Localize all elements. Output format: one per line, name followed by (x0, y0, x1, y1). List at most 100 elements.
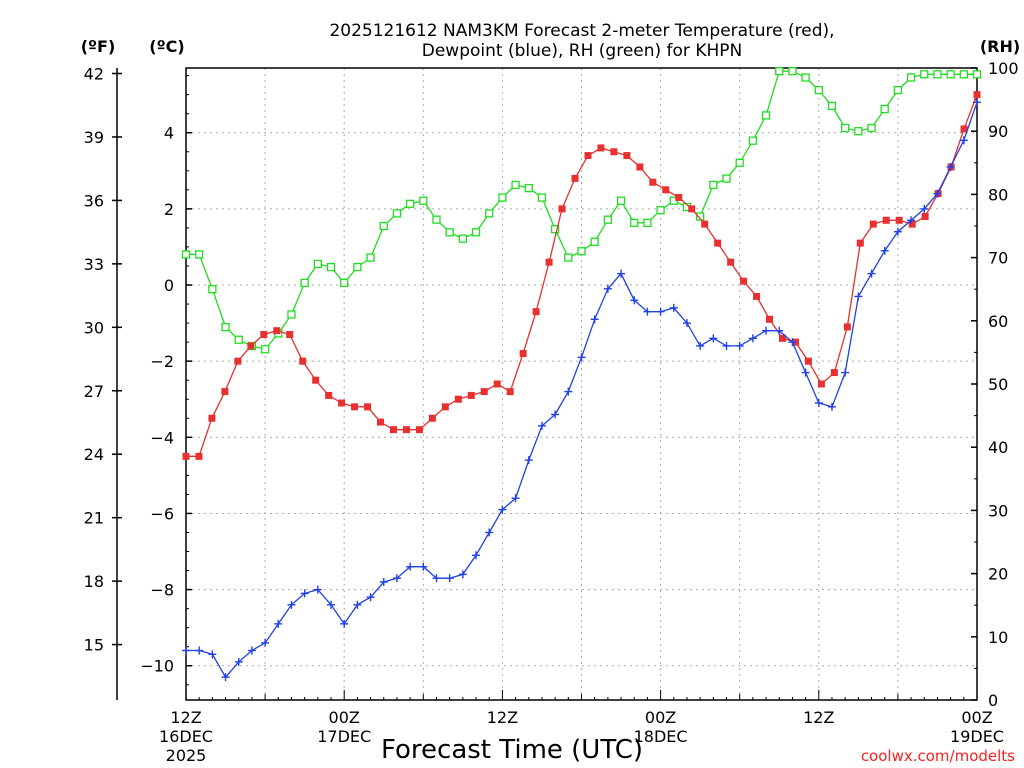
rh-point-48 (814, 85, 823, 95)
temp-point-4 (234, 357, 242, 365)
dewpoint-point-11 (327, 600, 336, 609)
grid-lines (186, 68, 977, 700)
dewpoint-point-25 (511, 494, 520, 503)
dewpoint-point-12 (340, 619, 349, 628)
temp-point-2 (208, 414, 216, 422)
rh-point-57 (933, 70, 942, 79)
dewpoint-point-38 (682, 319, 691, 328)
dewpoint-point-54 (893, 227, 902, 236)
dewpoint-point-28 (551, 410, 560, 419)
rh-tick-label-30: 30 (988, 501, 1008, 520)
dewpoint-point-53 (880, 246, 889, 255)
temp-point-11 (325, 391, 333, 399)
temp-point-14 (364, 403, 372, 411)
x-tick-date-60: 19DEC (950, 727, 1004, 746)
rh-point-33 (616, 196, 626, 205)
rh-point-49 (827, 101, 837, 111)
dewpoint-point-5 (247, 646, 256, 655)
x-tick-date-0: 16DEC (159, 727, 213, 746)
dewpoint-point-52 (867, 269, 876, 278)
dewpoint-point-3 (221, 673, 230, 682)
temp-point-46 (778, 334, 786, 342)
rh-point-42 (735, 158, 744, 167)
temp-point-5 (247, 342, 255, 350)
f-tick-label-27: 27 (84, 382, 104, 401)
rh-point-40 (709, 180, 718, 190)
rh-tick-label-40: 40 (988, 438, 1008, 457)
x-tick-year-0: 2025 (166, 746, 207, 765)
dewpoint-point-47 (801, 368, 810, 377)
temp-point-17 (402, 426, 410, 434)
c-tick-label--6: −6 (150, 504, 174, 523)
rh-point-54 (893, 85, 903, 95)
temp-point-50 (830, 369, 838, 377)
chart-title-line2: Dewpoint (blue), RH (green) for KHPN (422, 41, 742, 61)
temp-point-10 (312, 376, 320, 384)
data-series (181, 67, 982, 682)
dewpoint-point-46 (788, 338, 797, 347)
rh-point-20 (445, 228, 454, 237)
temp-point-18 (415, 426, 423, 434)
rh-point-26 (524, 183, 533, 193)
rh-point-8 (287, 310, 296, 319)
dewpoint-point-32 (603, 284, 612, 293)
dewpoint-point-31 (590, 315, 599, 324)
rh-point-9 (300, 278, 309, 288)
dewpoint-point-13 (353, 600, 362, 609)
rh-point-6 (260, 345, 270, 354)
temp-point-45 (766, 315, 774, 323)
dewpoint-point-24 (498, 505, 507, 514)
dewpoint-point-37 (669, 303, 678, 312)
plot-frame (185, 67, 978, 701)
rh-point-51 (854, 127, 863, 136)
rh-point-18 (419, 196, 428, 205)
dewpoint-point-40 (709, 334, 718, 343)
temp-point-6 (260, 331, 268, 339)
series-line-0 (186, 94, 978, 457)
fahrenheit-unit-label: (ºF) (81, 37, 116, 56)
rh-point-60 (972, 70, 982, 79)
dewpoint-point-34 (630, 296, 639, 305)
rh-point-17 (405, 199, 415, 209)
rh-point-3 (221, 322, 230, 332)
dewpoint-point-14 (366, 593, 375, 602)
dewpoint-point-45 (775, 326, 784, 335)
dewpoint-point-49 (827, 402, 836, 411)
rh-tick-label-80: 80 (988, 185, 1008, 204)
temp-point-42 (727, 258, 735, 266)
temp-point-20 (441, 403, 449, 411)
temp-point-48 (804, 357, 812, 365)
temp-point-43 (740, 277, 748, 285)
rh-point-41 (722, 174, 731, 183)
rh-tick-label-20: 20 (988, 565, 1008, 584)
dewpoint-point-10 (313, 585, 322, 594)
rh-point-4 (234, 335, 243, 344)
rh-point-15 (379, 221, 388, 231)
rh-axis-ticks: 0 10 20 30 40 50 60 70 80 90 100 (971, 59, 1019, 710)
rh-point-21 (458, 234, 468, 243)
temp-point-16 (389, 426, 397, 434)
c-tick-label--8: −8 (150, 581, 174, 600)
f-tick-label-42: 42 (84, 64, 104, 83)
temp-point-35 (636, 163, 644, 171)
chart-title-line1: 2025121612 NAM3KM Forecast 2-meter Tempe… (329, 21, 834, 41)
f-tick-label-24: 24 (84, 445, 104, 464)
dewpoint-point-19 (432, 574, 441, 583)
f-tick-label-21: 21 (84, 509, 104, 528)
rh-point-22 (471, 228, 481, 237)
rh-point-56 (920, 70, 929, 79)
dewpoint-point-50 (841, 368, 850, 377)
dewpoint-point-15 (379, 577, 388, 586)
temp-point-39 (688, 205, 696, 213)
f-tick-label-15: 15 (84, 636, 104, 655)
dewpoint-point-58 (946, 162, 955, 171)
dewpoint-point-9 (300, 589, 309, 598)
dewpoint-point-44 (762, 326, 771, 335)
rh-point-53 (880, 104, 889, 114)
c-tick-label-4: 4 (164, 124, 174, 143)
dewpoint-point-59 (959, 136, 968, 145)
dewpoint-point-18 (419, 562, 428, 571)
x-tick-label-48: 12Z (803, 708, 834, 727)
rh-tick-label-70: 70 (988, 249, 1008, 268)
